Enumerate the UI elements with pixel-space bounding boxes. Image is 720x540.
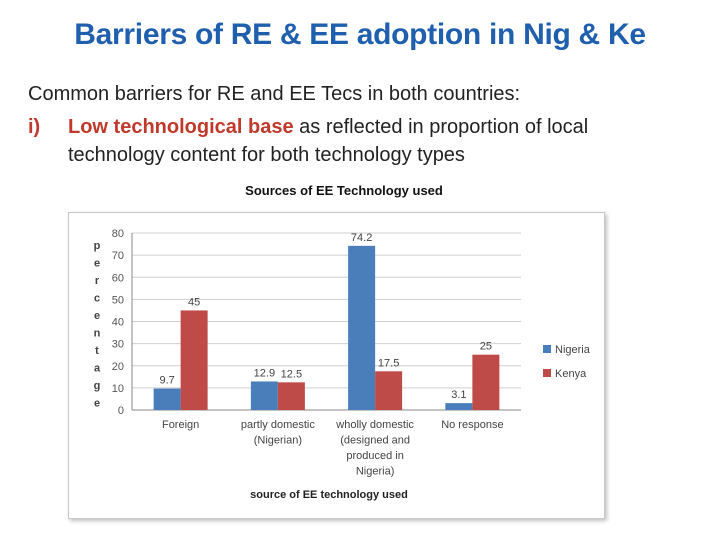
data-label: 12.5 (281, 368, 302, 380)
data-label: 45 (188, 296, 200, 308)
x-tick-label: wholly domestic (335, 419, 414, 431)
x-axis-title: source of EE technology used (250, 489, 408, 501)
y-axis-label-letter: a (94, 363, 101, 375)
bullet-text: as reflected in proportion of local tech… (68, 116, 589, 166)
data-label: 3.1 (451, 389, 466, 401)
data-label: 17.5 (378, 357, 399, 369)
bar-nigeria (250, 381, 278, 410)
bar-chart: 01020304050607080percentage9.745Foreign1… (94, 228, 591, 501)
legend-swatch-kenya (543, 369, 551, 377)
y-tick-label: 10 (112, 383, 124, 395)
y-axis-label-letter: c (94, 293, 100, 305)
y-axis-label-letter: n (94, 328, 101, 340)
data-label: 9.7 (159, 375, 174, 387)
legend-label: Kenya (555, 368, 587, 380)
y-axis-label-letter: e (94, 258, 100, 270)
bar-kenya (180, 310, 208, 410)
bar-nigeria (348, 245, 376, 410)
data-label: 12.9 (254, 367, 275, 379)
y-tick-label: 30 (112, 339, 124, 351)
y-axis-label-letter: t (95, 345, 99, 357)
data-label: 25 (480, 341, 492, 353)
bar-kenya (375, 371, 403, 410)
slide-title: Barriers of RE & EE adoption in Nig & Ke (74, 18, 646, 51)
x-tick-label: partly domestic (241, 419, 315, 431)
y-axis-label-letter: r (95, 275, 100, 287)
data-label: 74.2 (351, 232, 372, 244)
bullet-number: i) (28, 116, 41, 138)
x-tick-label: (designed and (340, 435, 410, 447)
bullet-body: Low technological base as reflected in p… (68, 113, 688, 169)
y-tick-label: 50 (112, 294, 124, 306)
bar-kenya (472, 354, 500, 410)
chart-container: 0 10 20 30 40 50 60 70 80 p e r c e n t a g e 9.7 45 Foreign 1… (68, 212, 605, 519)
chart-title: Sources of EE Technology used (245, 183, 443, 198)
x-tick-label: produced in (346, 450, 404, 462)
y-axis-label-letter: g (94, 380, 101, 392)
y-axis-label-letter: p (94, 240, 101, 252)
bar-nigeria (445, 403, 473, 410)
bullet-highlight: Low technological base (68, 116, 294, 138)
y-tick-label: 40 (112, 317, 124, 329)
y-tick-label: 20 (112, 361, 124, 373)
y-tick-label: 0 (118, 405, 124, 417)
x-tick-label: (Nigerian) (254, 435, 302, 447)
y-tick-label: 80 (112, 228, 124, 240)
y-tick-label: 70 (112, 250, 124, 262)
x-tick-label: No response (441, 419, 503, 431)
x-tick-label: Foreign (162, 419, 199, 431)
bar-nigeria (153, 388, 181, 410)
y-tick-label: 60 (112, 272, 124, 284)
legend-swatch-nigeria (543, 345, 551, 353)
y-axis-label-letter: e (94, 398, 100, 410)
bar-kenya (277, 382, 305, 410)
intro-text: Common barriers for RE and EE Tecs in bo… (28, 83, 521, 105)
legend-label: Nigeria (555, 344, 591, 356)
y-axis-label-letter: e (94, 310, 100, 322)
x-tick-label: Nigeria) (356, 466, 395, 478)
